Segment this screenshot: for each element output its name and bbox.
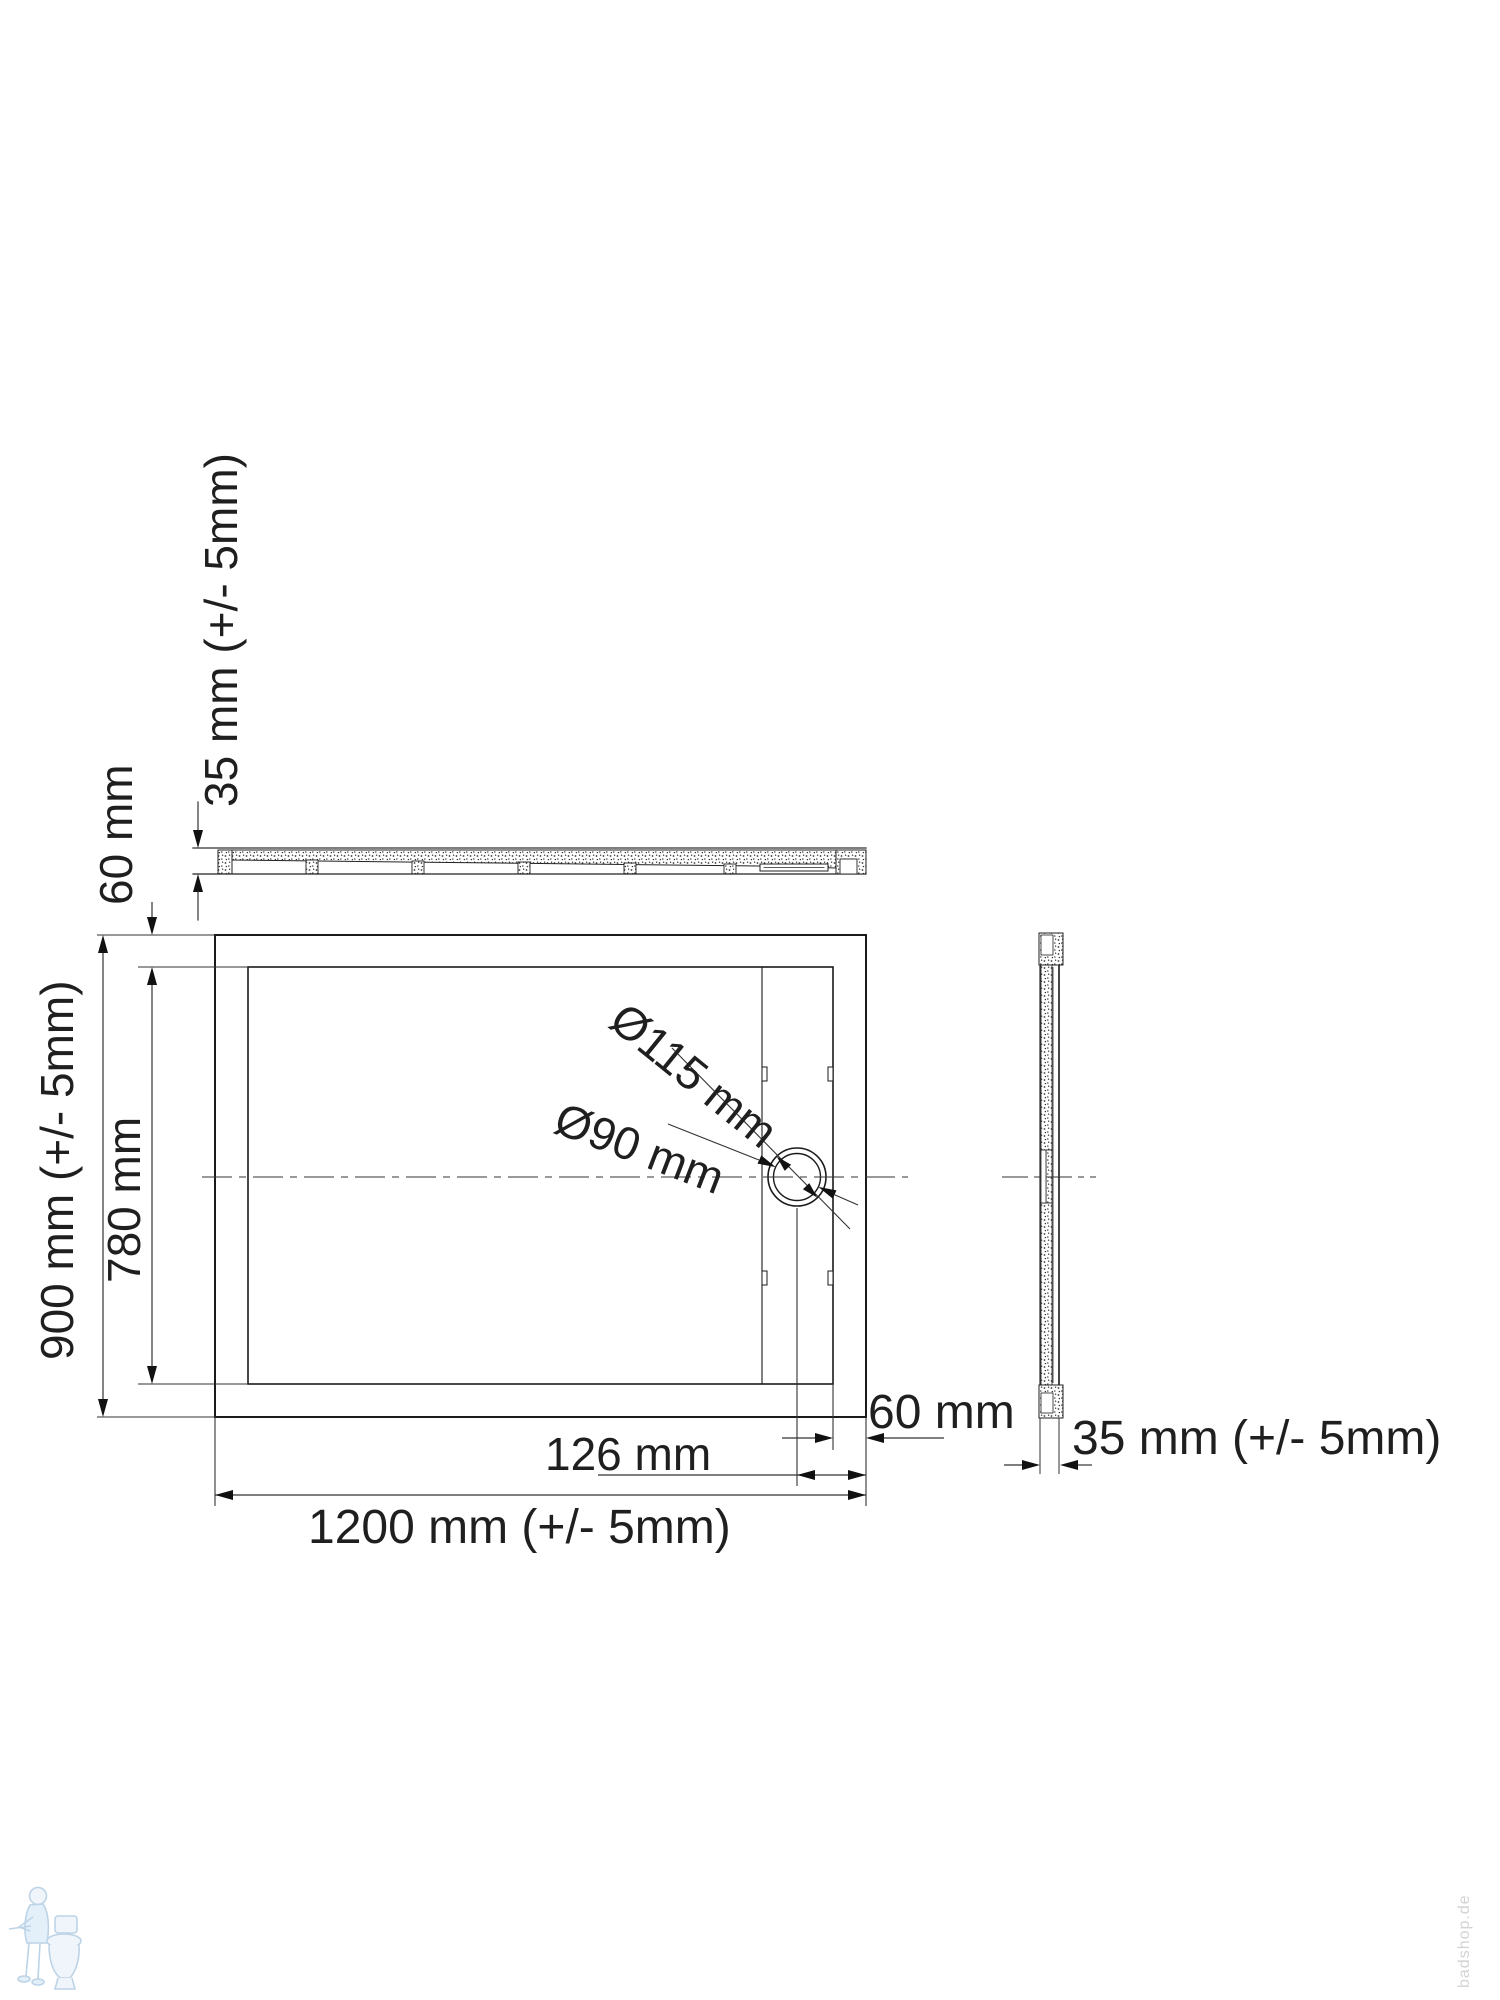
dim-900-arrow-bottom: [98, 1399, 108, 1417]
leader-d115-arrow-lower: [802, 1183, 818, 1198]
dim-60-right-arrow-right: [866, 1433, 884, 1443]
dim-900-arrow-top: [98, 935, 108, 953]
watermark-site-text: badshop.de: [1456, 1894, 1473, 1988]
dim-780-arrow-top: [147, 967, 157, 985]
dim-35-top-arrow-up: [193, 874, 203, 892]
mascot-foot: [31, 1978, 45, 1986]
toilet-base: [53, 1977, 77, 1990]
label-inner-height: 780 mm: [98, 1116, 150, 1284]
top-section-rib: [623, 862, 637, 875]
mascot-torso: [24, 1903, 50, 1944]
top-section-rib: [723, 863, 737, 875]
plan-clip-notch: [827, 1270, 834, 1286]
side-top-notch: [1040, 934, 1054, 956]
leader-d90-line-left: [667, 1123, 760, 1161]
label-drain-offset: 126 mm: [545, 1428, 712, 1480]
dim-60-top-arrow: [147, 917, 157, 935]
dim-780-arrow-bottom: [147, 1366, 157, 1384]
label-side-thickness: 35 mm (+/- 5mm): [1072, 1412, 1442, 1465]
mascot-legs: [25, 1942, 41, 1980]
leader-d90-arrow-left: [757, 1155, 776, 1168]
dim-35-top-arrow-down: [193, 830, 203, 848]
leader-d115-line: [671, 1047, 851, 1230]
top-section-rib: [517, 861, 531, 875]
plan-clip-notch: [761, 1066, 768, 1082]
leader-d90-line-right: [833, 1193, 859, 1206]
leader-d115-arrow-upper: [776, 1156, 792, 1171]
toilet-tank: [54, 1915, 78, 1934]
plan-clip-notch: [761, 1270, 768, 1286]
dim-126-arrow-right: [848, 1470, 866, 1480]
label-right-border: 60 mm: [868, 1386, 1015, 1439]
top-section-left-wall: [217, 849, 233, 875]
top-section-rib: [305, 859, 319, 875]
plan-inner-rect: [247, 966, 834, 1385]
side-section-view: [1002, 932, 1096, 1474]
side-bottom-notch: [1040, 1392, 1054, 1414]
side-drain-recess: [1040, 1149, 1047, 1204]
plan-clip-notch: [827, 1066, 834, 1082]
watermark-mascot: [8, 1886, 82, 1990]
top-section-right-notch: [839, 858, 858, 875]
mascot-foot: [17, 1975, 31, 1983]
mascot-head: [28, 1886, 48, 1906]
side-material-band-lower: [1040, 1202, 1053, 1386]
label-outer-height: 900 mm (+/- 5mm): [31, 980, 83, 1360]
toilet-bowl: [48, 1944, 80, 1979]
leader-d90-arrow-right: [818, 1186, 837, 1199]
plan-outer-rect: [214, 934, 867, 1418]
dim-1200-arrow-left: [215, 1490, 233, 1500]
label-outer-width: 1200 mm (+/- 5mm): [308, 1501, 731, 1554]
label-top-border: 60 mm: [90, 764, 142, 906]
label-top-thickness: 35 mm (+/- 5mm): [195, 453, 247, 807]
dim-1200-arrow-right: [848, 1490, 866, 1500]
top-section-rib: [411, 860, 425, 875]
side-material-band-upper: [1040, 964, 1053, 1151]
top-section-view: [192, 801, 867, 921]
dim-35-side-arrow-right: [1060, 1460, 1078, 1470]
dim-60-right-arrow-left: [815, 1433, 833, 1443]
dim-126-arrow-left: [797, 1470, 815, 1480]
mascot-tool: [8, 1925, 32, 1930]
top-section-floor-material: [231, 849, 837, 869]
dim-35-side-arrow-left: [1022, 1460, 1040, 1470]
plan-view: [97, 902, 944, 1506]
